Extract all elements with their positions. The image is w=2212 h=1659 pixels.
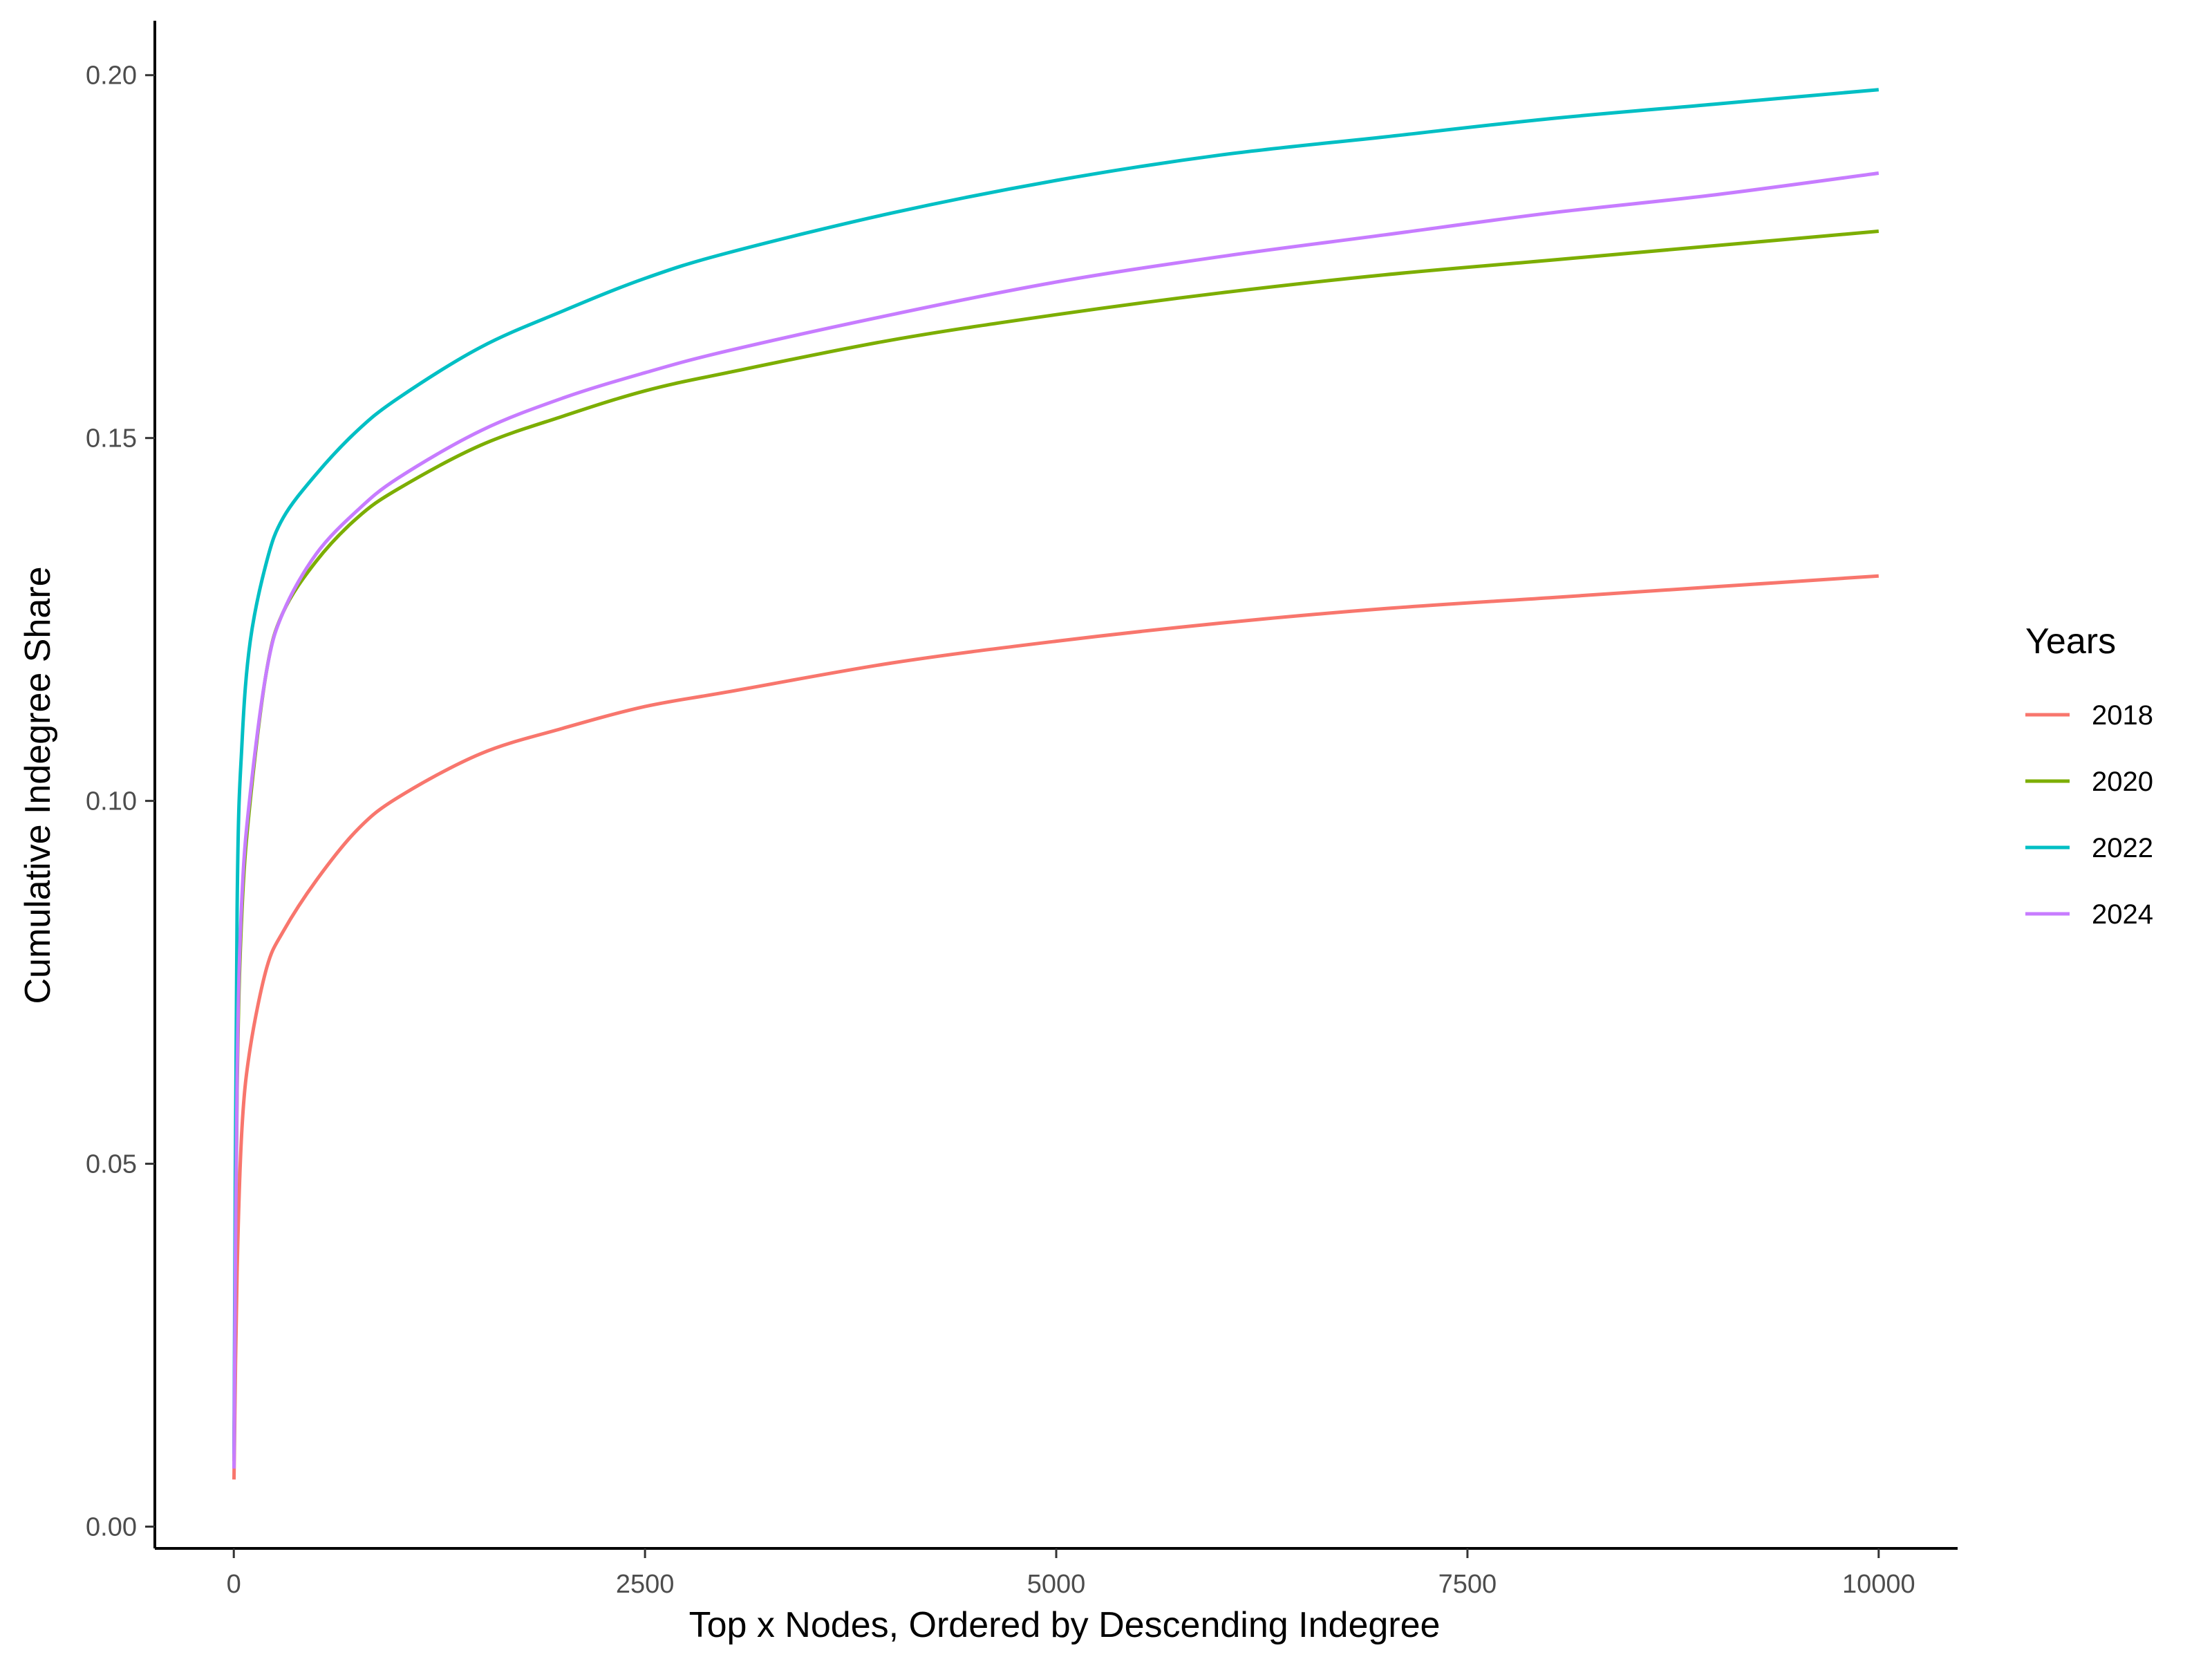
- y-axis-ticks: 0.00 0.05 0.10 0.15 0.20: [86, 62, 155, 1542]
- series-line-2020: [232, 229, 1880, 1462]
- series-line-2018: [232, 574, 1879, 1480]
- x-axis-title: Top x Nodes, Ordered by Descending Indeg…: [689, 1605, 1441, 1645]
- y-tick-label: 0.00: [86, 1513, 137, 1542]
- x-tick-label: 5000: [1027, 1570, 1086, 1599]
- x-tick-label: 10000: [1842, 1570, 1915, 1599]
- legend-label-2018: 2018: [2092, 700, 2153, 731]
- x-axis-ticks: 0 2500 5000 7500 10000: [227, 1548, 1915, 1599]
- y-tick-label: 0.15: [86, 424, 137, 453]
- x-tick-label: 0: [227, 1570, 241, 1599]
- legend-label-2022: 2022: [2092, 833, 2153, 863]
- series-line-2024: [232, 171, 1880, 1469]
- legend-label-2024: 2024: [2092, 899, 2153, 930]
- x-tick-label: 7500: [1438, 1570, 1497, 1599]
- y-tick-label: 0.05: [86, 1150, 137, 1179]
- y-tick-label: 0.20: [86, 62, 137, 91]
- y-tick-label: 0.10: [86, 787, 137, 816]
- y-axis-title: Cumulative Indegree Share: [18, 566, 58, 1004]
- series-line-2022: [232, 88, 1880, 1454]
- legend: Years 2018 2020 2022 2024: [2025, 621, 2153, 930]
- x-tick-label: 2500: [616, 1570, 675, 1599]
- legend-title: Years: [2025, 621, 2116, 662]
- series-layer: [232, 88, 1880, 1480]
- legend-label-2020: 2020: [2092, 767, 2153, 797]
